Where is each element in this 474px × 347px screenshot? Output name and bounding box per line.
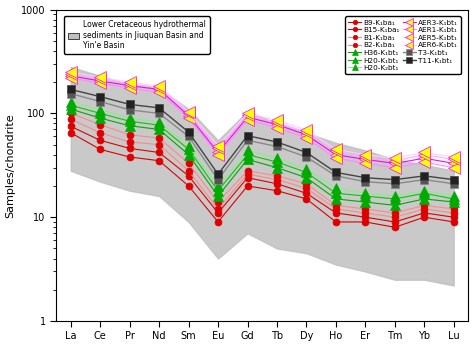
Y-axis label: Samples/chondrite: Samples/chondrite [6,113,16,218]
Legend: B9-K₁ba₁, B15-K₁ba₁, B1-K₁ba₁, B2-K₁ba₁, H36-K₁bt₁, H20-K₁bt₁, H20-K₂bt₁, AER3-K: B9-K₁ba₁, B15-K₁ba₁, B1-K₁ba₁, B2-K₁ba₁,… [346,16,461,74]
